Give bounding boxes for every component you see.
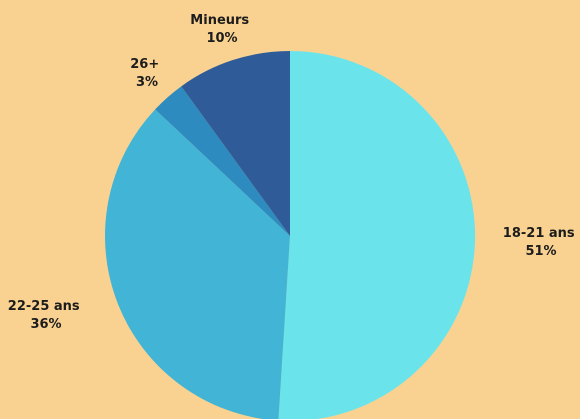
slice-name-18-21: 18-21 ans xyxy=(503,226,575,241)
slice-name-26plus: 26+ xyxy=(130,57,159,72)
slice-value-mineurs: 10% xyxy=(206,31,237,46)
slice-value-22-25: 36% xyxy=(30,317,61,332)
pie-slice-18-21-ans xyxy=(278,51,476,419)
slice-name-22-25: 22-25 ans xyxy=(8,299,80,314)
pie-slices xyxy=(105,51,476,419)
slice-label-18-21: 18-21 ans 51% xyxy=(503,226,579,259)
slice-label-22-25: 22-25 ans 36% xyxy=(8,299,84,332)
slice-name-mineurs: Mineurs xyxy=(190,13,249,28)
pie-slice-22-25-ans xyxy=(105,109,290,419)
slice-label-26plus: 26+ 3% xyxy=(130,57,164,90)
pie-slice-mineurs xyxy=(181,51,290,236)
pie-slice-26 xyxy=(155,86,290,236)
slice-label-mineurs: Mineurs 10% xyxy=(190,13,253,46)
slice-value-26plus: 3% xyxy=(136,75,158,90)
slice-value-18-21: 51% xyxy=(525,244,556,259)
